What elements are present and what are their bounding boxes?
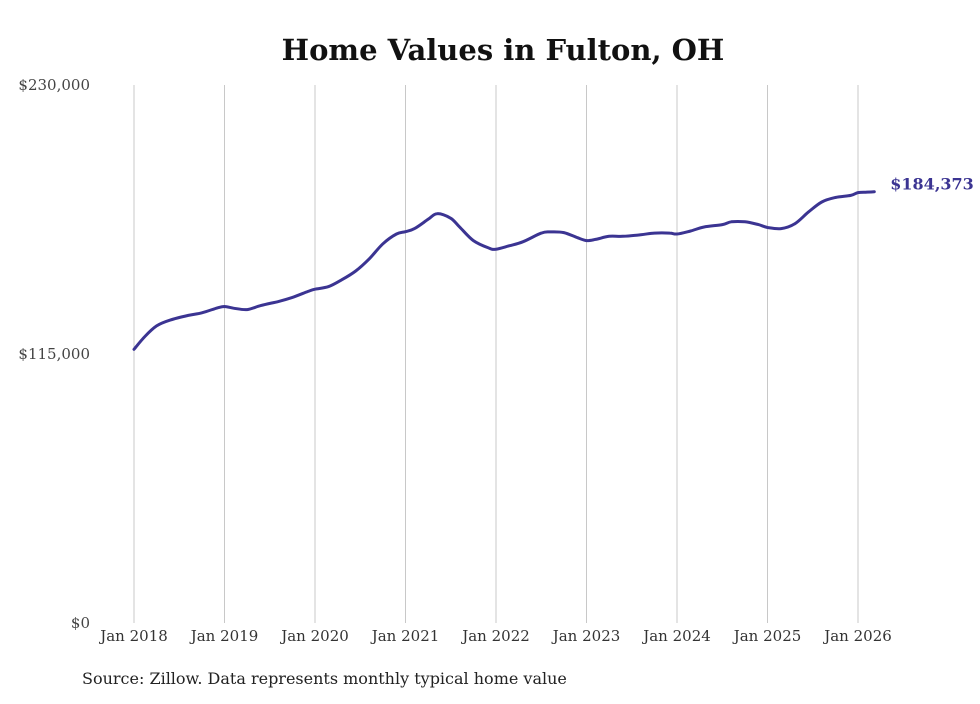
- chart-title: Home Values in Fulton, OH: [282, 33, 725, 67]
- x-tick-label: Jan 2022: [460, 627, 530, 645]
- x-tick-label: Jan 2025: [732, 627, 802, 645]
- x-tick-label: Jan 2018: [98, 627, 168, 645]
- x-tick-label: Jan 2026: [822, 627, 892, 645]
- x-tick-label: Jan 2023: [551, 627, 621, 645]
- x-tick-label: Jan 2024: [641, 627, 711, 645]
- y-tick-label: $115,000: [18, 345, 90, 363]
- y-tick-label: $0: [71, 614, 90, 632]
- series-line-0: [132, 190, 876, 351]
- gridlines: [133, 85, 859, 623]
- source-note: Source: Zillow. Data represents monthly …: [82, 669, 567, 688]
- x-axis-ticks: Jan 2018 Jan 2019 Jan 2020 Jan 2021 Jan 2022…: [98, 627, 892, 645]
- x-tick-label: Jan 2021: [370, 627, 440, 645]
- x-tick-label: Jan 2020: [279, 627, 349, 645]
- y-axis-ticks: $0 $115,000 $230,000: [18, 76, 90, 632]
- end-value-label: $184,373: [890, 175, 974, 194]
- x-tick-label: Jan 2019: [189, 627, 259, 645]
- y-tick-label: $230,000: [18, 76, 90, 94]
- series-layer: $184,373: [132, 175, 974, 351]
